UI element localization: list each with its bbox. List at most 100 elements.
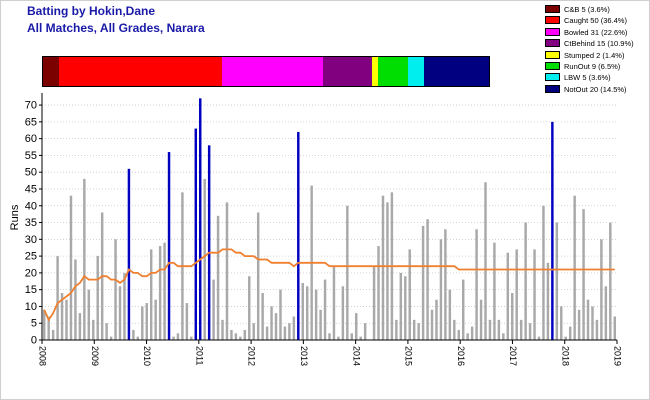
bar [212, 279, 215, 340]
bar [568, 326, 572, 340]
legend-swatch [545, 61, 560, 70]
bar [292, 316, 296, 340]
bar [363, 323, 367, 340]
bar [314, 289, 318, 340]
bar [328, 333, 331, 340]
bar [225, 202, 229, 340]
bar [337, 336, 340, 340]
legend-label: Caught 50 (36.4%) [564, 16, 627, 26]
dismissal-segment [43, 57, 60, 86]
bar [323, 279, 327, 340]
bar [194, 128, 198, 340]
bar [301, 282, 304, 340]
y-tick-label: 50 [25, 167, 37, 179]
bar [270, 306, 273, 340]
bar [216, 215, 220, 340]
legend-label: Bowled 31 (22.6%) [564, 27, 628, 37]
y-tick-label: 25 [25, 251, 37, 263]
y-axis-title: Runs [9, 204, 21, 230]
bar [60, 293, 64, 340]
bar [448, 289, 452, 340]
bar [372, 266, 376, 340]
bar [234, 333, 238, 340]
bar [573, 195, 576, 340]
bar [381, 195, 385, 340]
x-tick-label: 2009 [90, 346, 100, 366]
bar [439, 239, 443, 340]
dismissal-segment [407, 57, 424, 86]
bar [56, 256, 59, 340]
bar [283, 326, 287, 340]
bar [551, 121, 554, 341]
bar [297, 131, 300, 340]
bar [479, 299, 483, 340]
dismissal-segment [59, 57, 223, 86]
bar [167, 152, 171, 340]
bar [332, 266, 336, 340]
x-tick-label: 2013 [299, 346, 309, 366]
bar [609, 222, 612, 340]
bar [141, 306, 144, 340]
bar [444, 229, 447, 340]
bar [497, 319, 501, 340]
bar [430, 309, 434, 340]
y-tick-label: 10 [25, 301, 37, 313]
bar [243, 329, 247, 340]
y-tick-label: 5 [31, 318, 37, 330]
bar [149, 249, 153, 340]
bar [359, 336, 362, 340]
x-tick-label: 2015 [404, 346, 414, 366]
bar [123, 272, 126, 340]
bar [591, 306, 594, 340]
legend-swatch [545, 50, 560, 59]
bar [560, 306, 563, 340]
bar [279, 289, 282, 340]
bar [350, 333, 354, 340]
dismissal-segment [423, 57, 489, 86]
bar [230, 329, 233, 340]
bar [176, 333, 180, 340]
bar [404, 276, 407, 340]
x-tick-label: 2017 [508, 346, 518, 366]
dismissal-segment [222, 57, 323, 86]
bar [484, 182, 487, 340]
bar [386, 202, 389, 340]
bar [613, 316, 616, 340]
bar [511, 293, 514, 340]
x-tick-label: 2019 [613, 346, 623, 366]
bar [453, 319, 456, 340]
bar [470, 326, 474, 340]
bar [528, 323, 532, 340]
bar [83, 178, 86, 340]
bar [199, 98, 202, 340]
bar [555, 222, 559, 340]
bar [221, 319, 224, 340]
bar [274, 313, 278, 340]
average-line [43, 248, 615, 322]
bar [105, 323, 108, 340]
bar [604, 286, 608, 340]
chart-title: Batting by Hokin,Dane [27, 4, 156, 18]
bar [399, 272, 403, 340]
bar [600, 239, 603, 340]
dismissal-segment [378, 57, 408, 86]
y-tick-label: 30 [25, 234, 37, 246]
bar [207, 145, 211, 340]
bar [546, 262, 550, 340]
bar [265, 326, 269, 340]
bar [92, 319, 95, 340]
bar [190, 336, 193, 340]
y-tick-label: 0 [31, 335, 37, 347]
y-tick-label: 15 [25, 284, 37, 296]
bar [172, 336, 175, 340]
legend-label: C&B 5 (3.6%) [564, 5, 610, 14]
bar [288, 323, 291, 340]
bar [252, 323, 255, 340]
x-tick-label: 2011 [194, 346, 204, 365]
x-tick-label: 2008 [38, 346, 48, 366]
bar [341, 286, 345, 340]
bar [65, 299, 68, 340]
bar [74, 259, 77, 340]
legend-swatch [545, 16, 560, 25]
legend-label: Stumped 2 (1.4%) [564, 50, 625, 60]
